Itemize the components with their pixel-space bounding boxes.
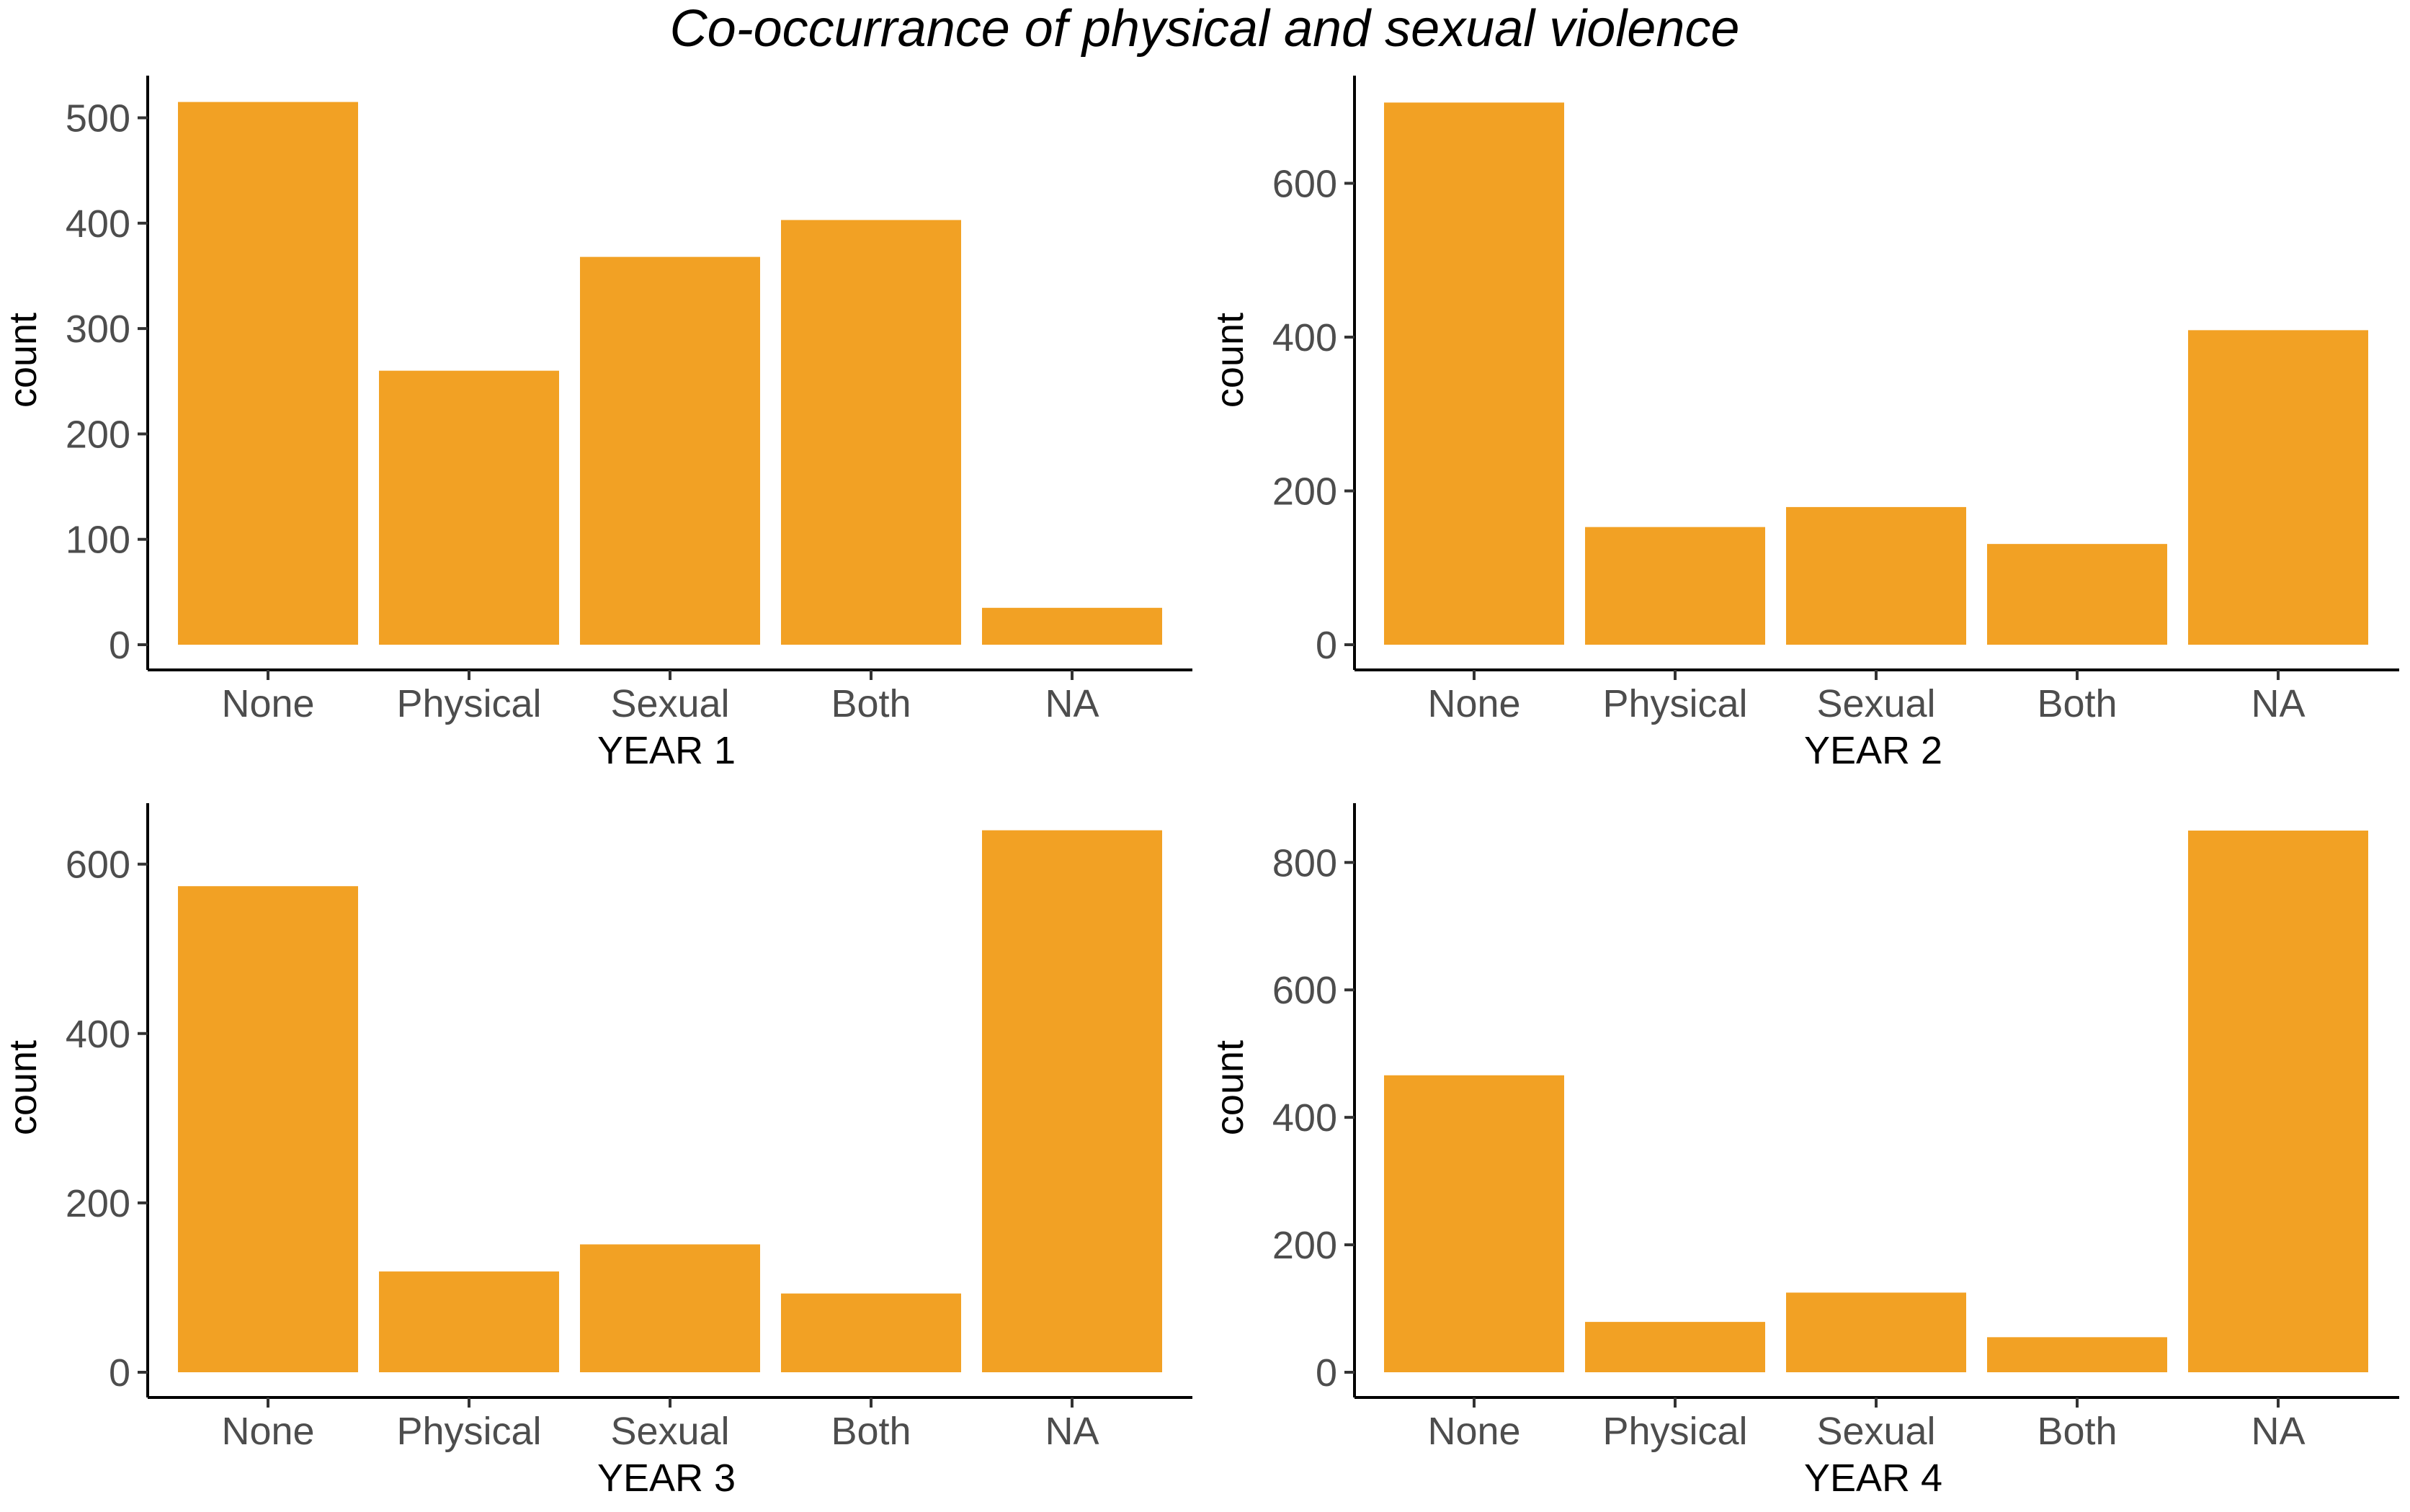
bar <box>781 1293 961 1372</box>
bar <box>1384 102 1564 645</box>
chart-panel: 0 200 400 600 None Physical Sexual Both NA YEAR 3… <box>1 803 1192 1500</box>
chart-panels: 0 100 200 300 400 500 None Physical Sexual Both NA… <box>1 76 2399 1500</box>
bar <box>781 220 961 645</box>
y-tick-label: 0 <box>109 1351 130 1395</box>
x-tick-label: NA <box>2251 1410 2305 1453</box>
x-tick-label: Physical <box>1602 682 1747 725</box>
x-tick-label: Physical <box>396 682 541 725</box>
y-tick-label: 400 <box>1272 1096 1337 1140</box>
bar <box>1987 544 2167 645</box>
bar <box>379 370 559 645</box>
x-axis-title: YEAR 2 <box>1804 729 1942 772</box>
bar <box>982 607 1162 645</box>
y-tick-label: 300 <box>66 308 130 351</box>
y-tick-label: 100 <box>66 519 130 562</box>
x-tick-label: Physical <box>396 1410 541 1453</box>
bar <box>178 102 358 645</box>
x-tick-label: None <box>1427 1410 1520 1453</box>
x-tick-label: NA <box>1045 1410 1099 1453</box>
bar <box>982 830 1162 1372</box>
x-tick-label: Sexual <box>610 1410 729 1453</box>
y-tick-label: 400 <box>66 202 130 246</box>
y-tick-label: 500 <box>66 97 130 140</box>
y-tick-label: 400 <box>1272 316 1337 359</box>
bar <box>379 1271 559 1372</box>
x-tick-label: None <box>1427 682 1520 725</box>
y-tick-label: 400 <box>66 1013 130 1056</box>
bar <box>2188 831 2368 1372</box>
x-tick-label: Both <box>831 682 911 725</box>
y-tick-label: 0 <box>1316 624 1337 667</box>
bar <box>1585 527 1765 645</box>
x-tick-label: Both <box>831 1410 911 1453</box>
x-tick-label: Sexual <box>1816 682 1935 725</box>
chart-panel: 0 200 400 600 None Physical Sexual Both NA YEAR 2… <box>1208 76 2399 772</box>
x-axis-title: YEAR 1 <box>597 729 736 772</box>
x-tick-label: None <box>221 682 314 725</box>
x-tick-label: NA <box>1045 682 1099 725</box>
y-tick-label: 800 <box>1272 841 1337 885</box>
bar <box>1384 1075 1564 1372</box>
y-tick-label: 600 <box>66 844 130 887</box>
bar <box>2188 330 2368 645</box>
y-axis-title: count <box>1 313 45 408</box>
y-tick-label: 0 <box>1316 1351 1337 1395</box>
y-tick-label: 200 <box>66 1182 130 1225</box>
x-tick-label: Sexual <box>610 682 729 725</box>
bar <box>1987 1337 2167 1372</box>
x-tick-label: Both <box>2037 682 2117 725</box>
y-axis-title: count <box>1 1040 45 1135</box>
x-axis-title: YEAR 3 <box>597 1457 736 1500</box>
bar <box>1786 506 1966 645</box>
bar <box>178 886 358 1372</box>
y-tick-label: 0 <box>109 624 130 667</box>
bar <box>580 256 760 645</box>
x-axis-title: YEAR 4 <box>1804 1457 1942 1500</box>
chart-panel: 0 100 200 300 400 500 None Physical Sexual Both NA… <box>1 76 1192 772</box>
y-tick-label: 200 <box>1272 1224 1337 1267</box>
x-tick-label: None <box>221 1410 314 1453</box>
bar <box>1786 1292 1966 1372</box>
bar <box>1585 1322 1765 1372</box>
chart-title: Co-occurrance of physical and sexual vio… <box>670 0 1740 58</box>
y-axis-title: count <box>1208 313 1251 408</box>
x-tick-label: Sexual <box>1816 1410 1935 1453</box>
chart-panel: 0 200 400 600 800 None Physical Sexual Both NA YEA… <box>1208 803 2399 1500</box>
y-tick-label: 600 <box>1272 969 1337 1012</box>
y-tick-label: 200 <box>1272 470 1337 513</box>
bar <box>580 1244 760 1372</box>
y-tick-label: 600 <box>1272 162 1337 205</box>
x-tick-label: NA <box>2251 682 2305 725</box>
x-tick-label: Both <box>2037 1410 2117 1453</box>
x-tick-label: Physical <box>1602 1410 1747 1453</box>
y-axis-title: count <box>1208 1040 1251 1135</box>
y-tick-label: 200 <box>66 413 130 456</box>
